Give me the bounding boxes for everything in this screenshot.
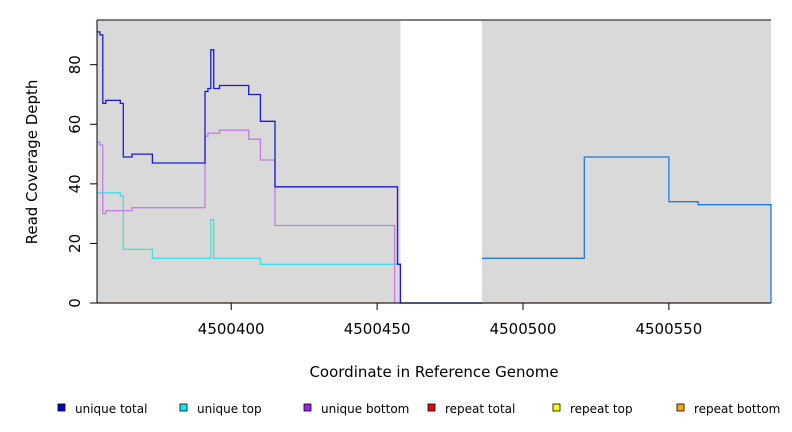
legend-swatch (303, 403, 312, 412)
y-tick-label: 60 (66, 115, 84, 134)
legend-swatch (552, 403, 561, 412)
y-tick-label: 80 (66, 55, 84, 74)
x-tick-label: 4500550 (635, 320, 702, 338)
series-line-coverage-5 (482, 156, 772, 303)
x-tick-label: 4500500 (490, 320, 557, 338)
legend-swatch (427, 403, 436, 412)
gap-region-0 (400, 20, 483, 303)
y-axis-title: Read Coverage Depth (23, 80, 41, 245)
legend-label: repeat top (570, 402, 633, 416)
legend-label: repeat bottom (694, 402, 780, 416)
axes: 4500400 4500450 4500500 4500550 0 20 40 60 80 (66, 20, 771, 338)
legend-swatch (179, 403, 188, 412)
x-tick-label: 4500450 (344, 320, 411, 338)
legend-swatch (676, 403, 685, 412)
legend: unique total unique top unique bottom repea… (57, 402, 780, 416)
legend-label: unique bottom (321, 402, 409, 416)
x-tick-label: 4500400 (198, 320, 265, 338)
legend-label: unique top (197, 402, 262, 416)
plot-background (97, 19, 771, 303)
series-line-unique-top (97, 192, 483, 304)
y-tick-label: 20 (66, 234, 84, 253)
series-line-unique-total (97, 31, 483, 304)
y-tick-label: 0 (66, 298, 84, 308)
legend-label: repeat total (445, 402, 515, 416)
x-axis-title: Coordinate in Reference Genome (309, 363, 558, 381)
legend-swatch (57, 403, 66, 412)
legend-label: unique total (75, 402, 147, 416)
y-tick-label: 40 (66, 174, 84, 193)
